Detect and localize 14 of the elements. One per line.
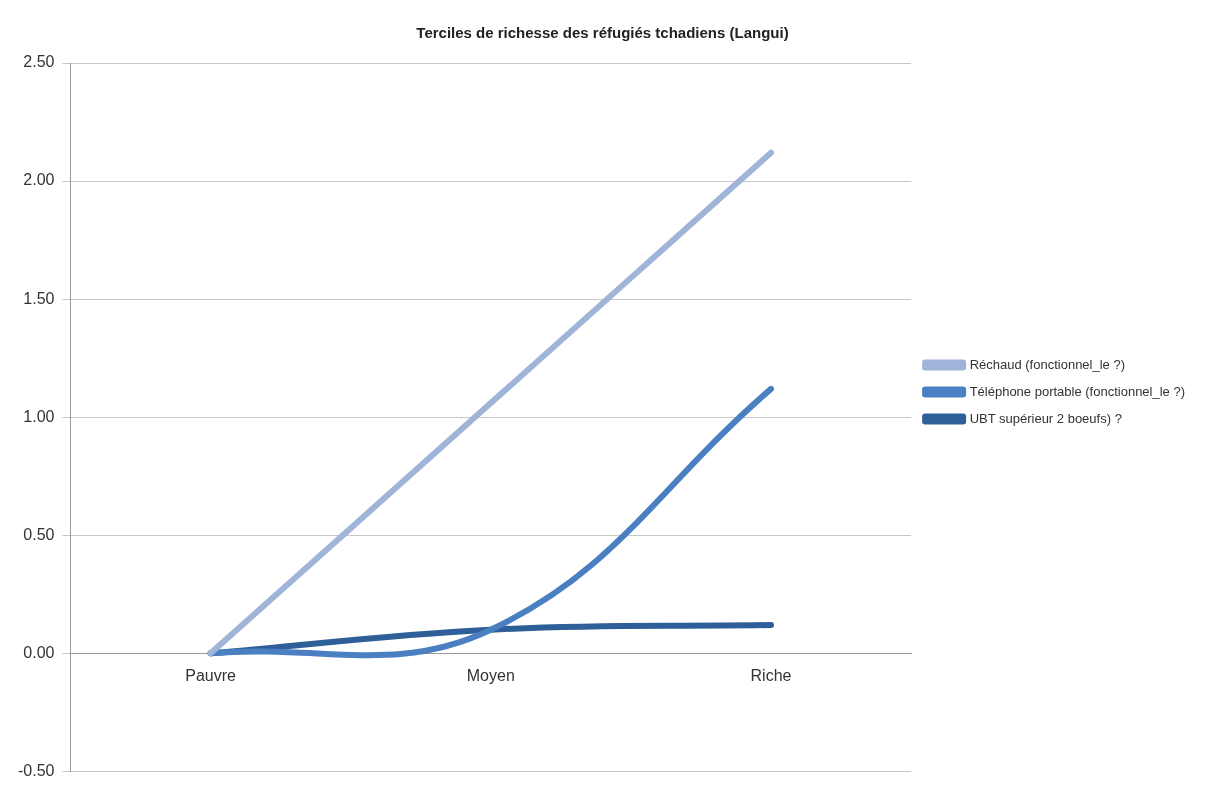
y-tick-label: 2.00 xyxy=(23,171,55,189)
y-tick-label: 2.50 xyxy=(23,53,55,71)
y-tick-label: -0.50 xyxy=(18,761,55,779)
legend-label: Téléphone portable (fonctionnel_le ?) xyxy=(969,383,1186,399)
y-tick-label: 1.50 xyxy=(23,289,55,307)
x-tick-label: Riche xyxy=(750,667,792,685)
legend-label: Réchaud (fonctionnel_le ?) xyxy=(969,356,1126,372)
legend-label: UBT supérieur 2 boeufs) ? xyxy=(969,410,1122,426)
chart-title: Terciles de richesse des réfugiés tchadiens (Langui) xyxy=(416,24,789,42)
x-tick-label: Moyen xyxy=(466,667,515,685)
x-tick-label: Pauvre xyxy=(185,667,237,685)
y-tick-label: 1.00 xyxy=(23,407,55,425)
y-tick-label: 0.50 xyxy=(23,525,55,543)
y-tick-label: 0.00 xyxy=(23,643,55,661)
